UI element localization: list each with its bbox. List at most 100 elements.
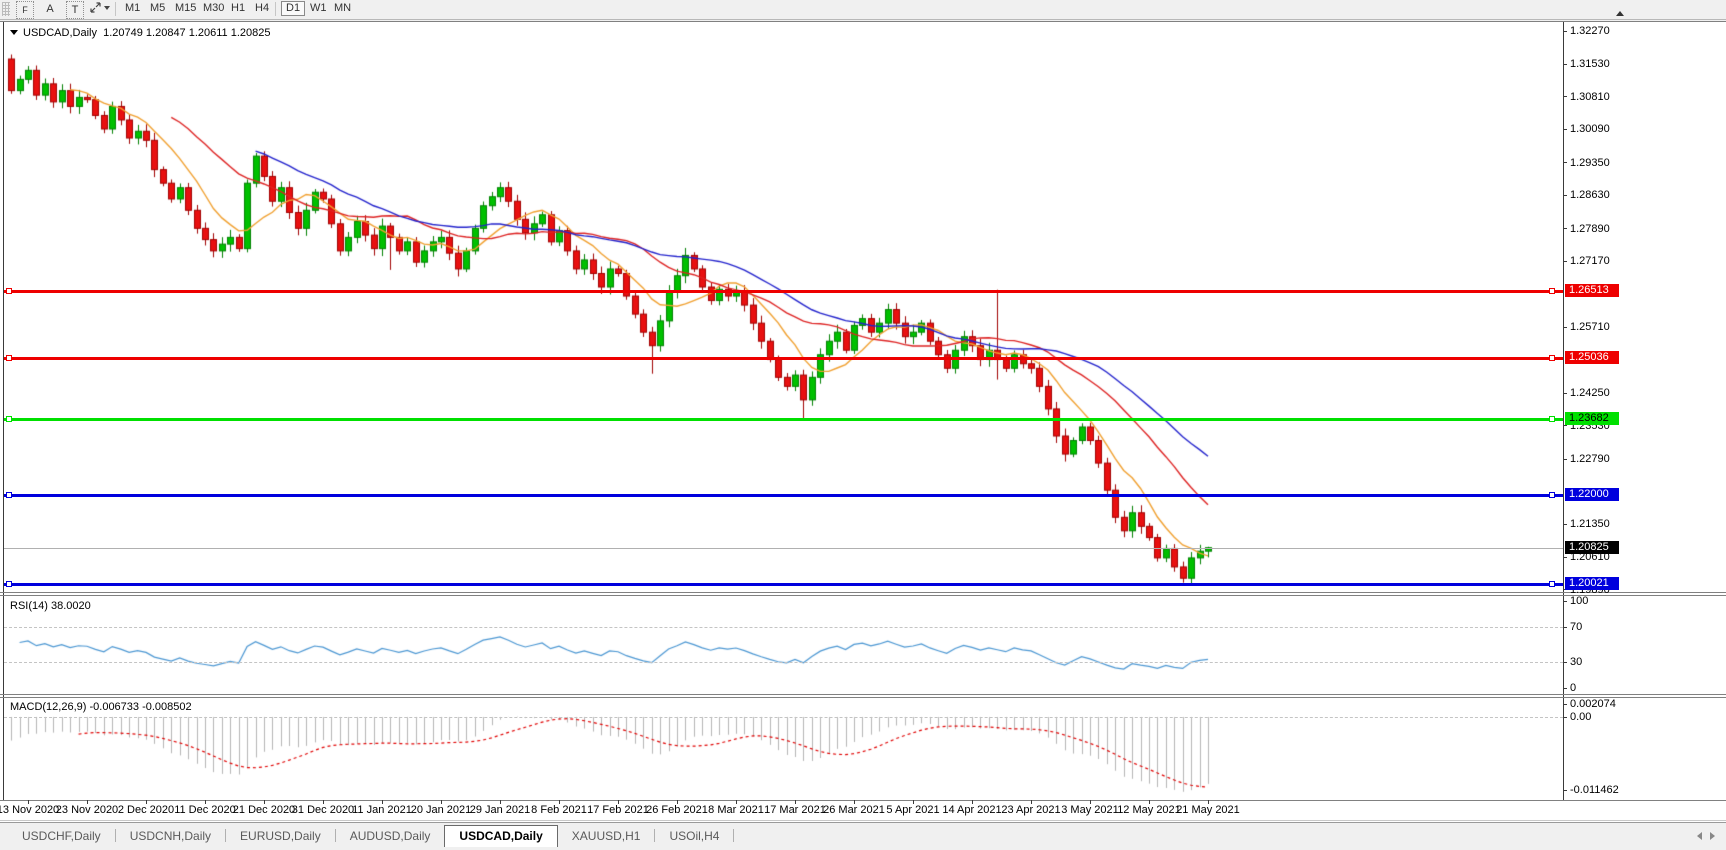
price-axis-tick-label: 1.25710: [1570, 321, 1610, 334]
macd-bottom-border: [0, 800, 1726, 801]
date-axis-tick-mark: [205, 800, 206, 804]
date-axis-tick-mark: [1090, 800, 1091, 804]
price-axis-tick-mark: [1563, 392, 1567, 394]
price-axis-tick-mark: [1563, 194, 1567, 196]
tab-xauusd-h1[interactable]: XAUUSD,H1: [571, 829, 641, 843]
tab-usoil-h4[interactable]: USOil,H4: [669, 829, 720, 843]
line-handle-left[interactable]: [6, 415, 12, 422]
date-axis-label: 21 Dec 2020: [232, 804, 296, 816]
price-axis-tick-label: 1.27890: [1570, 222, 1610, 235]
date-axis-tick-mark: [618, 800, 619, 804]
tab-usdcnh-daily[interactable]: USDCNH,Daily: [129, 829, 212, 843]
date-axis-label: 8 Mar 2021: [708, 804, 764, 816]
date-axis-label: 11 Dec 2020: [174, 804, 236, 816]
price-axis-tick-mark: [1563, 556, 1567, 558]
symbol-timeframe-label: USDCAD,Daily: [23, 27, 97, 39]
price-axis-tick-label: 1.20610: [1570, 551, 1610, 564]
symbol-dropdown-icon[interactable]: [10, 30, 18, 35]
date-axis-label: 11 Jan 2021: [352, 804, 412, 816]
price-line-label: 1.26513: [1565, 283, 1619, 297]
date-axis-tick-mark: [323, 800, 324, 804]
current-price-label: 1.20825: [1565, 540, 1619, 554]
line-handle-left[interactable]: [6, 287, 12, 294]
price-axis-tick-mark: [1563, 326, 1567, 328]
price-axis-tick-mark: [1563, 228, 1567, 230]
date-axis-tick-mark: [1031, 800, 1032, 804]
macd-axis-label: -0.011462: [1570, 784, 1619, 796]
price-axis-tick-mark: [1563, 458, 1567, 460]
chart-title: USDCAD,Daily 1.20749 1.20847 1.20611 1.2…: [10, 27, 271, 39]
price-axis-tick-mark: [1563, 260, 1567, 262]
tab-usdchf-daily[interactable]: USDCHF,Daily: [22, 829, 101, 843]
date-axis-tick-mark: [28, 800, 29, 804]
chart-rsi-splitter[interactable]: [0, 592, 1726, 593]
price-line-label: 1.20021: [1565, 577, 1619, 591]
rsi-axis-label: 70: [1570, 621, 1583, 634]
line-handle-right[interactable]: [1549, 491, 1555, 498]
date-axis-tick-mark: [913, 800, 914, 804]
line-handle-left[interactable]: [6, 491, 12, 498]
date-axis-label: 3 May 2021: [1061, 804, 1119, 816]
date-axis-label: 31 Dec 2020: [291, 804, 355, 816]
rsi-axis-tick-mark: [1563, 601, 1567, 602]
date-axis-label: 8 Feb 2021: [531, 804, 587, 816]
horizontal-line[interactable]: [4, 417, 1563, 421]
rsi-level-line: [4, 661, 1563, 663]
date-axis-tick-mark: [382, 800, 383, 804]
horizontal-line[interactable]: [4, 583, 1563, 587]
date-axis-tick-mark: [87, 800, 88, 804]
macd-name: MACD(12,26,9): [10, 701, 87, 713]
line-handle-right[interactable]: [1549, 581, 1555, 588]
tab-usdcad-daily-active[interactable]: USDCAD,Daily: [444, 825, 558, 847]
chart-rsi-splitter[interactable]: [0, 595, 1726, 596]
price-axis-tick-label: 1.29350: [1570, 156, 1610, 169]
rsi-macd-splitter[interactable]: [0, 694, 1726, 695]
macd-axis-tick-mark: [1563, 703, 1567, 705]
tab-separator: [334, 829, 336, 842]
tab-scroll-right-icon[interactable]: [1710, 832, 1715, 840]
date-axis-tick-mark: [441, 800, 442, 804]
date-axis-label: 23 Nov 2020: [55, 804, 119, 816]
date-axis-tick-mark: [264, 800, 265, 804]
date-axis-tick-mark: [1149, 800, 1150, 804]
tab-audusd-daily[interactable]: AUDUSD,Daily: [349, 829, 431, 843]
rsi-macd-splitter[interactable]: [0, 697, 1726, 698]
price-axis-tick-label: 1.27170: [1570, 255, 1610, 268]
ohlc-values-label: 1.20749 1.20847 1.20611 1.20825: [103, 27, 271, 39]
date-axis-tick-mark: [795, 800, 796, 804]
rsi-value: 38.0020: [50, 600, 91, 612]
date-axis-label: 29 Jan 2021: [469, 804, 531, 816]
rsi-axis-label: 30: [1570, 655, 1583, 668]
date-axis-label: 21 May 2021: [1176, 804, 1240, 816]
date-axis-tick-mark: [500, 800, 501, 804]
date-axis-label: 23 Apr 2021: [1001, 804, 1061, 816]
line-handle-right[interactable]: [1549, 415, 1555, 422]
tab-separator: [654, 829, 656, 842]
date-axis-label: 12 May 2021: [1117, 804, 1181, 816]
chart-tab-bar: USDCHF,Daily USDCNH,Daily EURUSD,Daily AUDU…: [0, 822, 1726, 850]
line-handle-left[interactable]: [6, 354, 12, 361]
date-axis-label: 17 Mar 2021: [764, 804, 826, 816]
line-handle-right[interactable]: [1549, 354, 1555, 361]
date-axis-label: 5 Apr 2021: [886, 804, 940, 816]
line-handle-right[interactable]: [1549, 287, 1555, 294]
tab-scroll-left-icon[interactable]: [1697, 832, 1702, 840]
price-line-label: 1.25036: [1565, 350, 1619, 364]
line-handle-left[interactable]: [6, 581, 12, 588]
tab-eurusd-daily[interactable]: EURUSD,Daily: [240, 829, 321, 843]
price-axis-border[interactable]: [1563, 22, 1564, 800]
horizontal-line[interactable]: [4, 289, 1563, 293]
plot-left-border: [3, 22, 4, 800]
price-axis-tick-label: 1.30810: [1570, 90, 1610, 103]
price-axis-tick-label: 1.32270: [1570, 25, 1610, 38]
rsi-axis-tick-mark: [1563, 661, 1567, 663]
date-axis-label: 13 Nov 2020: [0, 804, 60, 816]
price-axis-tick-label: 1.22790: [1570, 453, 1610, 466]
date-strip-border: [0, 820, 1726, 821]
horizontal-line[interactable]: [4, 493, 1563, 497]
current-price-line: [4, 547, 1563, 549]
tab-separator: [114, 829, 116, 842]
horizontal-line[interactable]: [4, 356, 1563, 360]
